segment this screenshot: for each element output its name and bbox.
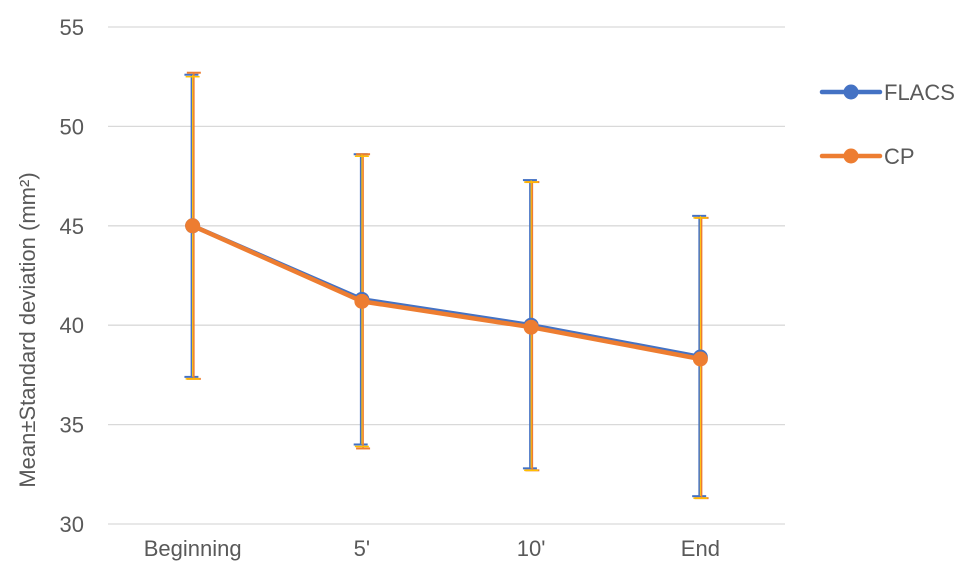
series-line-flacs	[190, 223, 703, 360]
legend-label-cp: CP	[884, 144, 915, 169]
data-point-cp	[354, 293, 370, 309]
x-tick-label: 5'	[354, 536, 370, 561]
y-tick-label: 55	[60, 15, 84, 40]
y-axis-title: Mean±Standard deviation (mm²)	[15, 172, 40, 487]
x-tick-label: 10'	[517, 536, 546, 561]
x-tick-label: Beginning	[144, 536, 242, 561]
legend: FLACS CP	[819, 80, 955, 169]
legend-swatch-marker	[843, 148, 859, 164]
x-axis-ticks: Beginning 5' 10' End	[144, 536, 720, 561]
gridlines	[108, 26, 785, 525]
series-line-cp	[190, 223, 703, 362]
y-axis-ticks: 30 35 40 45 50 55	[60, 15, 84, 537]
data-point-cp	[692, 351, 708, 367]
series-lines	[185, 218, 708, 367]
y-tick-label: 40	[60, 313, 84, 338]
error-bars	[184, 71, 709, 500]
y-tick-label: 35	[60, 413, 84, 438]
y-tick-label: 50	[60, 114, 84, 139]
legend-label-flacs: FLACS	[884, 80, 955, 105]
data-point-cp	[185, 218, 201, 234]
legend-swatch-marker	[843, 84, 859, 100]
data-point-cp	[523, 319, 539, 335]
y-tick-label: 30	[60, 512, 84, 537]
x-tick-label: End	[681, 536, 720, 561]
y-tick-label: 45	[60, 214, 84, 239]
